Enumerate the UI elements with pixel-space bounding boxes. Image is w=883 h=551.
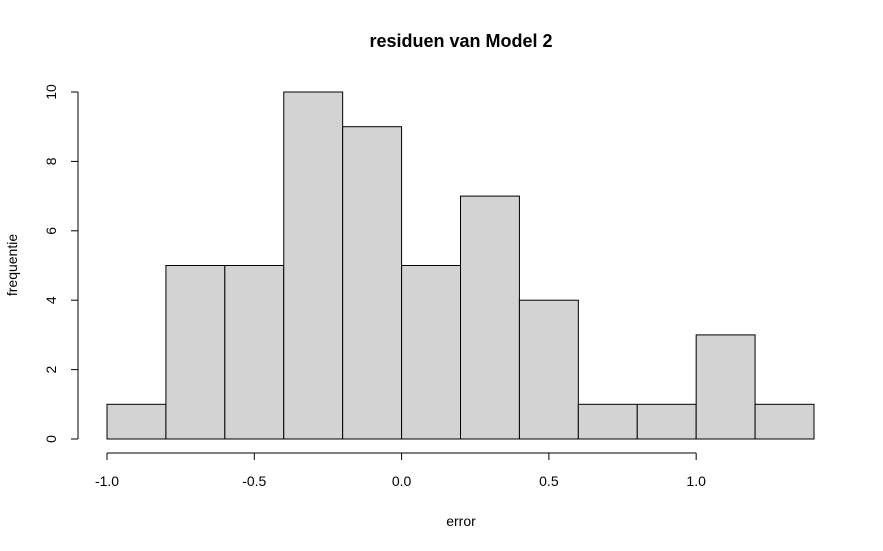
x-tick-label: 1.0 (686, 473, 706, 489)
histogram-bar (224, 265, 285, 440)
x-axis: -1.0 -0.5 0.0 0.5 1.0 (95, 452, 706, 489)
y-axis: 0 2 4 6 8 10 (43, 84, 79, 443)
y-tick-label: 4 (43, 296, 59, 304)
y-tick-label: 0 (43, 435, 59, 443)
histogram-bar (283, 91, 344, 440)
histogram-bar (754, 403, 815, 440)
x-tick-label: 0.0 (392, 473, 412, 489)
histogram-bar (165, 265, 226, 440)
x-tick-label: 0.5 (539, 473, 559, 489)
x-tick-label: -0.5 (242, 473, 266, 489)
y-tick-label: 8 (43, 157, 59, 165)
histogram-bar (695, 334, 756, 440)
y-axis-label: frequentie (4, 234, 20, 296)
histogram-bar (518, 299, 579, 440)
histogram-bar (460, 195, 520, 440)
y-tick-label: 6 (43, 227, 59, 235)
x-tick-label: -1.0 (95, 473, 119, 489)
histogram-bar (106, 403, 167, 440)
histogram-bar (636, 403, 697, 440)
y-tick-label: 10 (43, 84, 59, 100)
chart-title: residuen van Model 2 (369, 31, 552, 51)
x-axis-label: error (446, 513, 476, 529)
y-tick-label: 2 (43, 365, 59, 373)
histogram-bar (577, 403, 638, 440)
histogram-bars (106, 91, 815, 440)
histogram-bar (342, 126, 403, 440)
histogram-bar (401, 265, 462, 440)
